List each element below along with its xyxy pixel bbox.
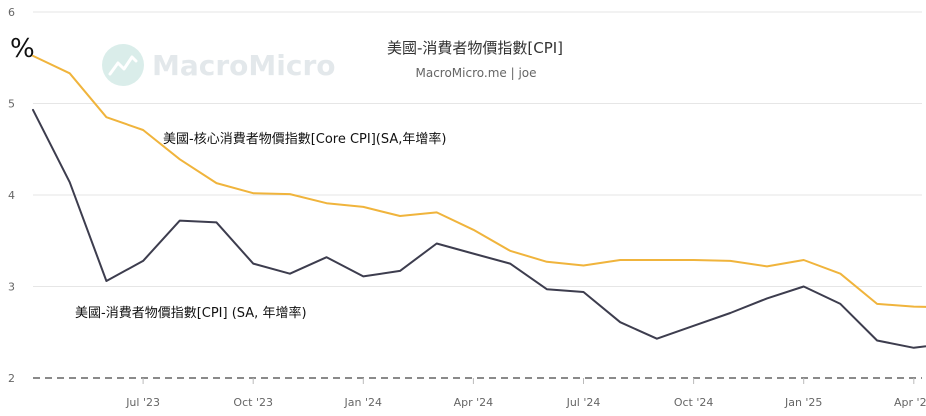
x-tick-label: Oct '23 bbox=[233, 396, 273, 409]
series-line-core-cpi bbox=[32, 54, 926, 308]
x-tick-label: Apr '24 bbox=[454, 396, 494, 409]
x-tick-label: Jan '25 bbox=[784, 396, 822, 409]
grid-lines bbox=[33, 11, 922, 379]
y-tick-label: 4 bbox=[8, 189, 15, 202]
watermark-logo-icon bbox=[102, 44, 144, 86]
watermark: MacroMicro bbox=[102, 44, 336, 86]
x-tick-label: Jul '24 bbox=[566, 396, 601, 409]
chart-subtitle: MacroMicro.me | joe bbox=[415, 66, 536, 80]
x-tick-label: Jul '23 bbox=[125, 396, 160, 409]
series-lines bbox=[32, 54, 926, 349]
y-unit-label: % bbox=[10, 34, 35, 64]
y-tick-label: 3 bbox=[8, 281, 15, 294]
watermark-text: MacroMicro bbox=[152, 49, 336, 82]
x-axis-ticks: Jul '23 Oct '23 Jan '24 Apr '24 Jul '24 Oct '… bbox=[125, 378, 926, 409]
x-tick-label: Oct '24 bbox=[674, 396, 714, 409]
series-line-cpi bbox=[32, 108, 926, 349]
y-axis-ticks: 2 3 4 5 6 bbox=[8, 6, 15, 385]
watermark-logo-mark bbox=[108, 55, 138, 76]
y-tick-label: 5 bbox=[8, 98, 15, 111]
x-tick-label: Apr '25 bbox=[894, 396, 926, 409]
x-tick-label: Jan '24 bbox=[344, 396, 382, 409]
y-tick-label: 2 bbox=[8, 372, 15, 385]
series-label-core-cpi: 美國-核心消費者物價指數[Core CPI](SA,年增率) bbox=[163, 131, 446, 147]
chart-title: 美國-消費者物價指數[CPI] bbox=[387, 39, 563, 57]
y-tick-label: 6 bbox=[8, 6, 15, 19]
series-label-cpi: 美國-消費者物價指數[CPI] (SA, 年增率) bbox=[75, 305, 307, 321]
